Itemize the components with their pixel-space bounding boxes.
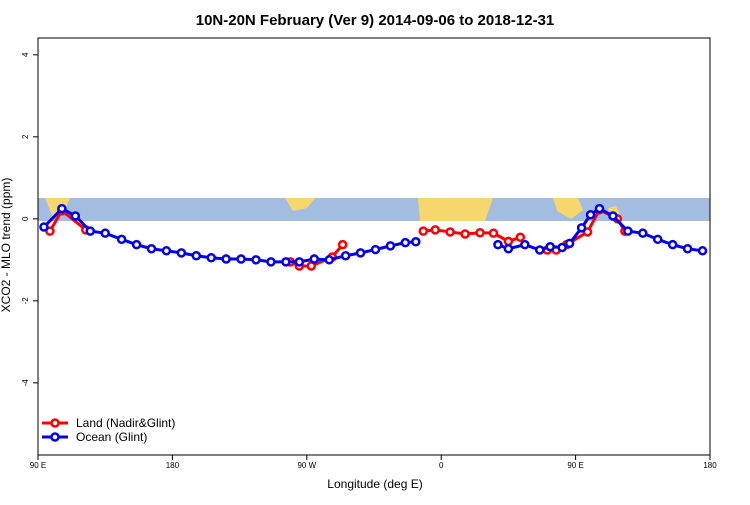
point xyxy=(557,242,567,253)
point xyxy=(585,209,596,220)
point xyxy=(337,239,348,250)
x-tick-label: 180 xyxy=(166,461,180,470)
point xyxy=(294,257,305,267)
point xyxy=(309,254,320,264)
series xyxy=(39,203,708,267)
point xyxy=(116,234,127,245)
legend-label: Land (Nadir&Glint) xyxy=(76,416,175,430)
point xyxy=(682,244,693,254)
point xyxy=(100,228,110,238)
point xyxy=(340,250,351,261)
point xyxy=(697,246,708,256)
point xyxy=(400,237,411,248)
point xyxy=(266,257,276,267)
point xyxy=(520,239,530,250)
chart-title: 10N-20N February (Ver 9) 2014-09-06 to 2… xyxy=(196,12,555,29)
point xyxy=(57,203,67,214)
point xyxy=(545,241,555,252)
point xyxy=(445,227,455,237)
point xyxy=(39,222,49,232)
point xyxy=(251,255,261,265)
point xyxy=(236,254,246,264)
point xyxy=(45,226,55,236)
point xyxy=(70,211,81,221)
y-tick-label: 4 xyxy=(21,52,30,57)
y-tick-label: 2 xyxy=(21,134,30,139)
point xyxy=(355,248,366,258)
point xyxy=(608,211,618,221)
point xyxy=(206,253,216,263)
point xyxy=(418,226,429,236)
x-tick-label: 180 xyxy=(703,461,717,470)
plot-frame xyxy=(37,37,711,456)
point xyxy=(623,226,633,236)
x-axis-label: Longitude (deg E) xyxy=(327,477,422,491)
point xyxy=(430,225,440,235)
y-axis-label: XCO2 - MLO trend (ppm) xyxy=(0,178,13,313)
y-tick-label: 0 xyxy=(21,216,30,221)
point xyxy=(594,203,605,214)
point xyxy=(667,239,678,250)
x-tick-label: 90 W xyxy=(297,461,316,470)
point xyxy=(146,244,157,254)
x-tick-label: 90 E xyxy=(30,461,46,470)
y-tick-label: -2 xyxy=(21,297,30,305)
point xyxy=(488,228,499,238)
point xyxy=(638,228,648,238)
point xyxy=(221,254,231,264)
point xyxy=(131,239,142,250)
y-tick-label: -4 xyxy=(21,379,30,387)
point xyxy=(411,237,421,247)
point xyxy=(324,255,334,265)
point xyxy=(475,228,485,238)
point xyxy=(281,257,291,267)
legend: Land (Nadir&Glint)Ocean (Glint) xyxy=(42,416,175,444)
point xyxy=(503,236,514,247)
point xyxy=(161,246,172,256)
point xyxy=(515,232,526,243)
point xyxy=(535,245,545,255)
point xyxy=(652,234,663,245)
point xyxy=(493,239,503,250)
x-tick-label: 0 xyxy=(439,461,444,470)
map-strip xyxy=(38,198,710,221)
point xyxy=(370,244,381,255)
point xyxy=(176,248,187,258)
point xyxy=(85,226,96,236)
point xyxy=(191,250,202,261)
legend-marker xyxy=(50,418,60,428)
point xyxy=(564,238,575,249)
point xyxy=(576,223,587,233)
point xyxy=(582,227,593,237)
x-tick-label: 90 E xyxy=(567,461,583,470)
legend-marker xyxy=(50,432,60,442)
point xyxy=(503,244,514,254)
point xyxy=(460,229,470,239)
point xyxy=(385,241,396,251)
legend-label: Ocean (Glint) xyxy=(76,430,147,444)
